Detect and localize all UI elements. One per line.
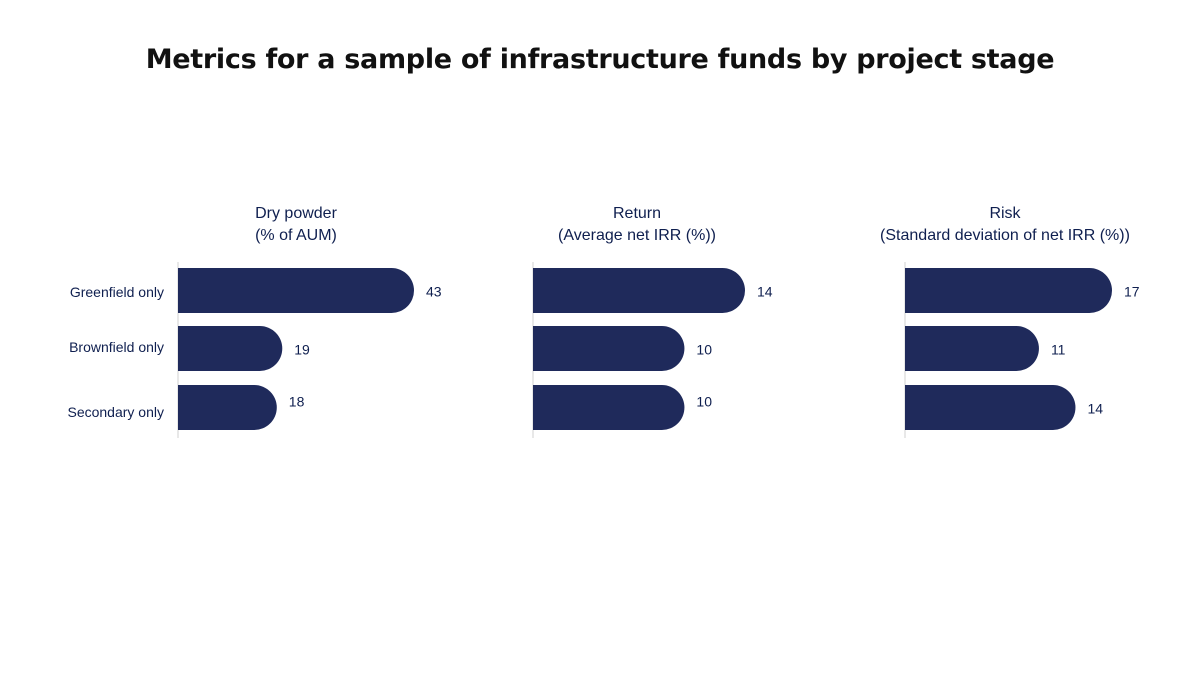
bar (905, 326, 1039, 371)
bar (533, 326, 685, 371)
data-label: 11 (1051, 342, 1066, 358)
panel-subtitle: (Average net IRR (%)) (558, 227, 716, 244)
bar (178, 268, 414, 313)
panel-subtitle: (Standard deviation of net IRR (%)) (880, 227, 1130, 244)
bar (178, 385, 277, 430)
category-label: Greenfield only (70, 284, 164, 300)
category-label: Brownfield only (69, 339, 164, 355)
bar (178, 326, 283, 371)
data-label: 14 (757, 284, 773, 300)
data-label: 19 (294, 342, 310, 358)
data-label: 17 (1124, 284, 1140, 300)
panel-title: Dry powder (255, 205, 337, 222)
data-label: 43 (426, 284, 442, 300)
panel-title: Return (613, 205, 661, 222)
data-label: 10 (696, 342, 712, 358)
data-label: 18 (289, 394, 305, 410)
bar (905, 268, 1112, 313)
bar (533, 268, 745, 313)
data-label: 14 (1087, 401, 1103, 417)
bar (905, 385, 1076, 430)
panel-title: Risk (989, 205, 1021, 222)
data-label: 10 (696, 394, 712, 410)
category-label: Secondary only (67, 404, 164, 420)
panel-subtitle: (% of AUM) (255, 227, 337, 244)
chart-title: Metrics for a sample of infrastructure f… (145, 44, 1055, 75)
bar (533, 385, 685, 430)
